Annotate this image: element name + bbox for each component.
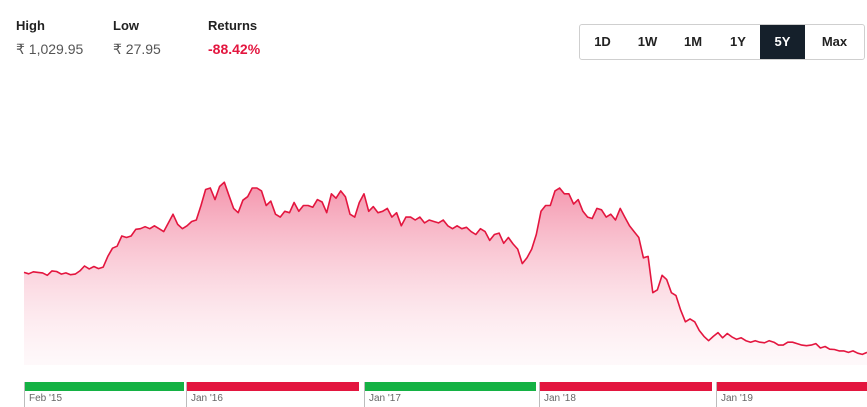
returns-label: Returns [208,18,258,33]
year-tick [716,382,717,407]
year-bar [716,382,867,391]
high-label: High [16,18,45,33]
range-1m-button[interactable]: 1M [683,34,703,49]
range-1y-button[interactable]: 1Y [730,34,746,49]
low-value: ₹ 27.95 [113,41,161,57]
year-label: Jan '18 [544,393,576,404]
low-stat: Low ₹ 27.95 [113,18,161,58]
price-line [23,181,867,356]
price-chart [23,181,867,365]
year-label: Jan '19 [721,393,753,404]
range-max-button[interactable]: Max [821,34,848,49]
low-label: Low [113,18,139,33]
high-value: ₹ 1,029.95 [16,41,84,57]
year-band-2016[interactable]: Jan '16 [186,382,359,407]
year-tick [24,382,25,407]
range-5y-button[interactable]: 5Y [760,25,805,59]
year-tick [186,382,187,407]
year-bar [186,382,359,391]
range-1w-button[interactable]: 1W [637,34,658,49]
price-area [24,182,867,365]
year-band-2018[interactable]: Jan '18 [539,382,712,407]
year-tick [364,382,365,407]
year-band-2019[interactable]: Jan '19 [716,382,867,407]
year-tick [539,382,540,407]
year-label: Feb '15 [29,393,63,404]
returns-stat: Returns -88.42% [208,18,260,57]
year-band-2017[interactable]: Jan '17 [364,382,536,407]
high-stat: High ₹ 1,029.95 [16,18,83,58]
returns-value: -88.42% [208,41,261,57]
year-band-2015[interactable]: Feb '15 [24,382,184,407]
year-bar [539,382,712,391]
year-label: Jan '16 [191,393,223,404]
year-bar [364,382,536,391]
year-bar [24,382,184,391]
year-timeline: Feb '15 Jan '16 Jan '17 Jan '18 Jan '19 [0,382,867,407]
range-1d-button[interactable]: 1D [594,34,611,49]
year-label: Jan '17 [369,393,401,404]
range-selector: 1D 1W 1M 1Y 5Y Max [579,24,865,60]
